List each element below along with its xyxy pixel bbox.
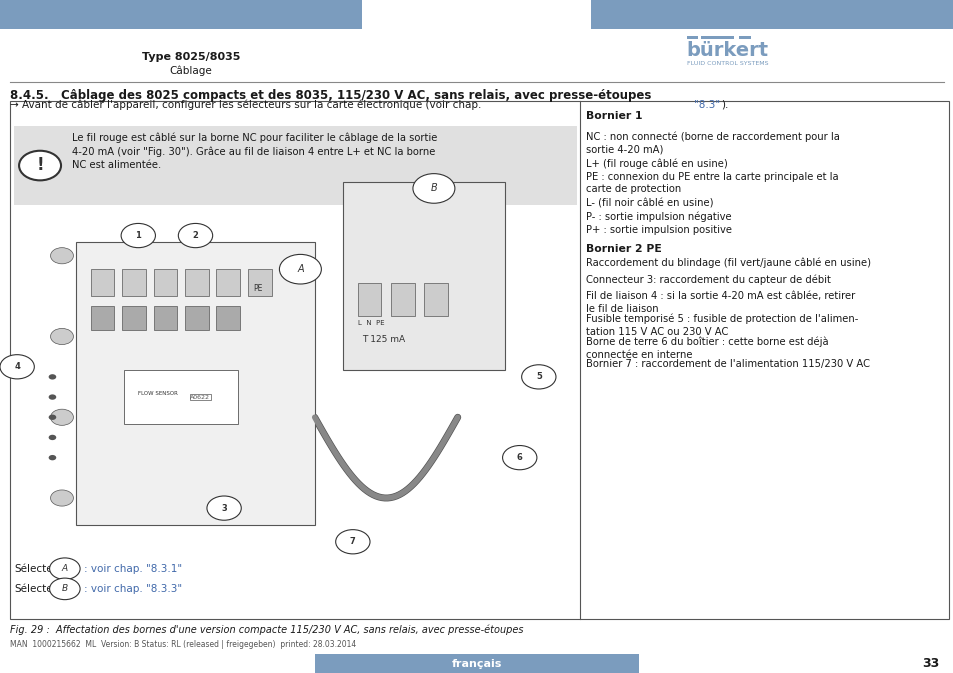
Circle shape	[502, 446, 537, 470]
Text: 7: 7	[350, 537, 355, 546]
Circle shape	[49, 455, 56, 460]
Circle shape	[51, 248, 73, 264]
Circle shape	[335, 530, 370, 554]
Circle shape	[49, 374, 56, 380]
Bar	[14, 126, 577, 205]
Circle shape	[0, 355, 34, 379]
Bar	[216, 306, 240, 330]
Circle shape	[413, 174, 455, 203]
Text: 33: 33	[922, 657, 939, 670]
Text: français: français	[451, 659, 501, 668]
Text: A: A	[296, 264, 303, 274]
Text: Sélecteur: Sélecteur	[14, 584, 64, 594]
Text: Fil de liaison 4 : si la sortie 4-20 mA est câblée, retirer
le fil de liaison: Fil de liaison 4 : si la sortie 4-20 mA …	[586, 291, 855, 314]
Text: PE: PE	[253, 284, 262, 293]
Bar	[91, 269, 114, 296]
Text: A: A	[62, 564, 68, 573]
Text: → Avant de câbler l'appareil, configurer les sélecteurs sur la carte électroniqu: → Avant de câbler l'appareil, configurer…	[10, 100, 484, 110]
Text: L  N  PE: L N PE	[357, 320, 384, 326]
Bar	[686, 36, 698, 39]
Circle shape	[50, 578, 80, 600]
Bar	[76, 242, 314, 525]
Text: 4: 4	[14, 362, 20, 371]
Text: A0622: A0622	[190, 394, 210, 400]
Text: : voir chap. "8.3.3": : voir chap. "8.3.3"	[84, 584, 182, 594]
Text: FLOW SENSOR: FLOW SENSOR	[138, 391, 178, 396]
Text: 3: 3	[221, 503, 227, 513]
Text: !: !	[36, 156, 44, 174]
Circle shape	[49, 394, 56, 400]
Text: Bornier 2 PE: Bornier 2 PE	[586, 244, 661, 254]
Bar	[248, 269, 272, 296]
Bar	[391, 283, 415, 316]
Text: Le fil rouge est câblé sur la borne NC pour faciliter le câblage de la sortie
4-: Le fil rouge est câblé sur la borne NC p…	[71, 133, 436, 170]
Circle shape	[19, 151, 61, 180]
Bar	[153, 306, 177, 330]
Bar	[357, 283, 381, 316]
Circle shape	[279, 254, 321, 284]
Bar	[314, 654, 639, 673]
Bar	[185, 269, 209, 296]
Text: Connecteur 3: raccordement du capteur de débit: Connecteur 3: raccordement du capteur de…	[586, 275, 830, 285]
Bar	[122, 306, 146, 330]
Text: P+ : sortie impulsion positive: P+ : sortie impulsion positive	[586, 225, 732, 236]
Text: "8.3": "8.3"	[694, 100, 720, 110]
Text: Fig. 29 :  Affectation des bornes d'une version compacte 115/230 V AC, sans rela: Fig. 29 : Affectation des bornes d'une v…	[10, 624, 522, 635]
Circle shape	[178, 223, 213, 248]
Text: Bornier 1: Bornier 1	[586, 111, 642, 121]
Text: Câblage: Câblage	[170, 65, 212, 76]
Text: 2: 2	[193, 231, 198, 240]
Text: ).: ).	[720, 100, 727, 110]
Text: 6: 6	[517, 453, 522, 462]
Bar	[0, 0, 362, 29]
Text: NC : non connecté (borne de raccordement pour la
sortie 4-20 mA): NC : non connecté (borne de raccordement…	[586, 131, 840, 155]
Text: P- : sortie impulsion négative: P- : sortie impulsion négative	[586, 212, 731, 223]
Text: B: B	[430, 184, 436, 193]
Bar	[122, 269, 146, 296]
Circle shape	[521, 365, 556, 389]
Circle shape	[49, 415, 56, 420]
Circle shape	[51, 328, 73, 345]
Bar	[591, 0, 953, 29]
Bar	[185, 306, 209, 330]
Bar	[124, 370, 238, 424]
Bar	[10, 101, 948, 619]
Text: PE : connexion du PE entre la carte principale et la
carte de protection: PE : connexion du PE entre la carte prin…	[586, 172, 839, 194]
Bar	[700, 36, 734, 39]
Bar	[739, 36, 750, 39]
Circle shape	[207, 496, 241, 520]
Text: T 125 mA: T 125 mA	[362, 335, 405, 345]
Bar	[91, 306, 114, 330]
Text: Raccordement du blindage (fil vert/jaune câblé en usine): Raccordement du blindage (fil vert/jaune…	[586, 257, 871, 268]
Bar	[424, 283, 448, 316]
Text: 1: 1	[135, 231, 141, 240]
Bar	[153, 269, 177, 296]
Text: B: B	[62, 584, 68, 594]
Text: L- (fil noir câblé en usine): L- (fil noir câblé en usine)	[586, 199, 713, 209]
Circle shape	[121, 223, 155, 248]
Circle shape	[51, 409, 73, 425]
Text: L+ (fil rouge câblé en usine): L+ (fil rouge câblé en usine)	[586, 158, 727, 169]
Circle shape	[49, 435, 56, 440]
Bar	[216, 269, 240, 296]
Text: FLUID CONTROL SYSTEMS: FLUID CONTROL SYSTEMS	[686, 61, 767, 67]
Text: bürkert: bürkert	[686, 41, 768, 60]
Text: Bornier 7 : raccordement de l'alimentation 115/230 V AC: Bornier 7 : raccordement de l'alimentati…	[586, 359, 869, 369]
Text: : voir chap. "8.3.1": : voir chap. "8.3.1"	[84, 564, 182, 573]
Text: 8.4.5.   Câblage des 8025 compacts et des 8035, 115/230 V AC, sans relais, avec : 8.4.5. Câblage des 8025 compacts et des …	[10, 89, 650, 102]
Text: Type 8025/8035: Type 8025/8035	[141, 52, 239, 62]
Circle shape	[50, 558, 80, 579]
Text: 5: 5	[536, 372, 541, 382]
Text: Fusible temporisé 5 : fusible de protection de l'alimen-
tation 115 V AC ou 230 : Fusible temporisé 5 : fusible de protect…	[586, 314, 858, 337]
Text: Borne de terre 6 du boîtier : cette borne est déjà
connectée en interne: Borne de terre 6 du boîtier : cette born…	[586, 336, 828, 360]
Text: MAN  1000215662  ML  Version: B Status: RL (released | freigegeben)  printed: 28: MAN 1000215662 ML Version: B Status: RL …	[10, 640, 355, 649]
Circle shape	[51, 490, 73, 506]
Bar	[343, 182, 505, 370]
Text: Sélecteur: Sélecteur	[14, 564, 64, 573]
